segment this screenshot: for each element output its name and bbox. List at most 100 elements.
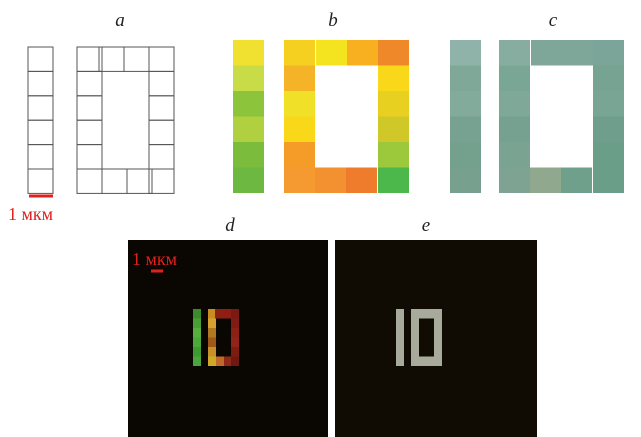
scale-label: 1 мкм [8, 204, 53, 224]
micro-cell [223, 309, 231, 319]
micro-cell [411, 347, 419, 357]
micro-cell [396, 309, 404, 319]
color-cell [347, 40, 378, 66]
color-cell [284, 66, 315, 92]
outline-cell [77, 145, 102, 169]
panel-label: b [328, 10, 338, 31]
color-cell [593, 40, 624, 66]
micro-cell [224, 357, 232, 367]
color-cell [378, 168, 409, 194]
micro-cell [208, 328, 216, 338]
outline-cell [28, 120, 53, 144]
micro-cell [231, 357, 239, 367]
micro-cell [193, 319, 201, 329]
cells [28, 40, 624, 437]
color-cell [378, 66, 409, 92]
color-cell [378, 117, 409, 143]
color-cell [233, 40, 264, 66]
color-cell [284, 40, 315, 66]
micro-cell [411, 328, 419, 338]
outline-cell [149, 47, 174, 71]
panel-label: d [225, 215, 235, 236]
color-cell [233, 168, 264, 194]
micro-cell [231, 309, 239, 319]
color-cell [561, 168, 592, 194]
micro-cell [208, 357, 216, 367]
outline-cell [77, 96, 102, 120]
outline-cell [124, 47, 149, 71]
outline-cell [149, 96, 174, 120]
micro-cell [434, 319, 442, 329]
micro-cell [411, 357, 419, 367]
micro-cell [411, 319, 419, 329]
micro-cell [434, 309, 442, 319]
micro-cell [231, 328, 239, 338]
panel-label: e [422, 215, 430, 236]
color-cell [233, 117, 264, 143]
outline-cell [102, 169, 127, 193]
color-cell [450, 40, 481, 66]
outline-cell [77, 169, 102, 193]
color-cell [316, 40, 347, 66]
color-cell [450, 168, 481, 194]
color-cell [378, 142, 409, 168]
outline-cell [28, 96, 53, 120]
outline-cell [28, 145, 53, 169]
micro-cell [411, 338, 419, 348]
color-cell [284, 91, 315, 117]
micro-cell [434, 338, 442, 348]
color-cell [378, 40, 409, 66]
outline-cell [77, 47, 102, 71]
figure: a b c d e 1 мкм 1 мкм [0, 0, 641, 437]
micro-cell [193, 338, 201, 348]
micro-cell [396, 319, 404, 329]
micro-cell [426, 309, 434, 319]
outline-cell [77, 71, 102, 95]
scale-label: 1 мкм [132, 249, 177, 269]
color-cell [499, 40, 530, 66]
micro-cell [418, 309, 426, 319]
micro-cell [396, 328, 404, 338]
outline-cell [127, 169, 152, 193]
color-cell [593, 66, 624, 92]
micro-cell [231, 319, 239, 329]
color-cell [284, 117, 315, 143]
color-cell [315, 168, 346, 194]
outline-cell [149, 120, 174, 144]
color-cell [233, 66, 264, 92]
color-cell [499, 142, 530, 168]
micro-cell [193, 328, 201, 338]
color-cell [531, 40, 562, 66]
color-cell [450, 142, 481, 168]
micro-cell [208, 338, 216, 348]
micro-cell [396, 357, 404, 367]
micro-cell [216, 357, 224, 367]
outline-cell [77, 120, 102, 144]
color-cell [233, 142, 264, 168]
color-cell [593, 168, 624, 194]
micro-cell [411, 309, 419, 319]
panel-label: a [115, 10, 125, 31]
color-cell [233, 91, 264, 117]
outline-cell [28, 169, 53, 193]
micro-cell [208, 309, 216, 319]
micro-cell [208, 347, 216, 357]
micro-cell [396, 347, 404, 357]
micro-cell [193, 357, 201, 367]
outline-cell [99, 47, 124, 71]
color-cell [450, 91, 481, 117]
color-cell [499, 117, 530, 143]
color-cell [593, 142, 624, 168]
micro-cell [215, 309, 223, 319]
outline-cell [149, 145, 174, 169]
color-cell [450, 117, 481, 143]
color-cell [562, 40, 593, 66]
outline-cell [149, 71, 174, 95]
color-cell [378, 91, 409, 117]
outline-cell [28, 71, 53, 95]
micro-cell [427, 357, 435, 367]
micro-cell [434, 347, 442, 357]
color-cell [284, 168, 315, 194]
color-cell [499, 91, 530, 117]
color-cell [499, 168, 530, 194]
